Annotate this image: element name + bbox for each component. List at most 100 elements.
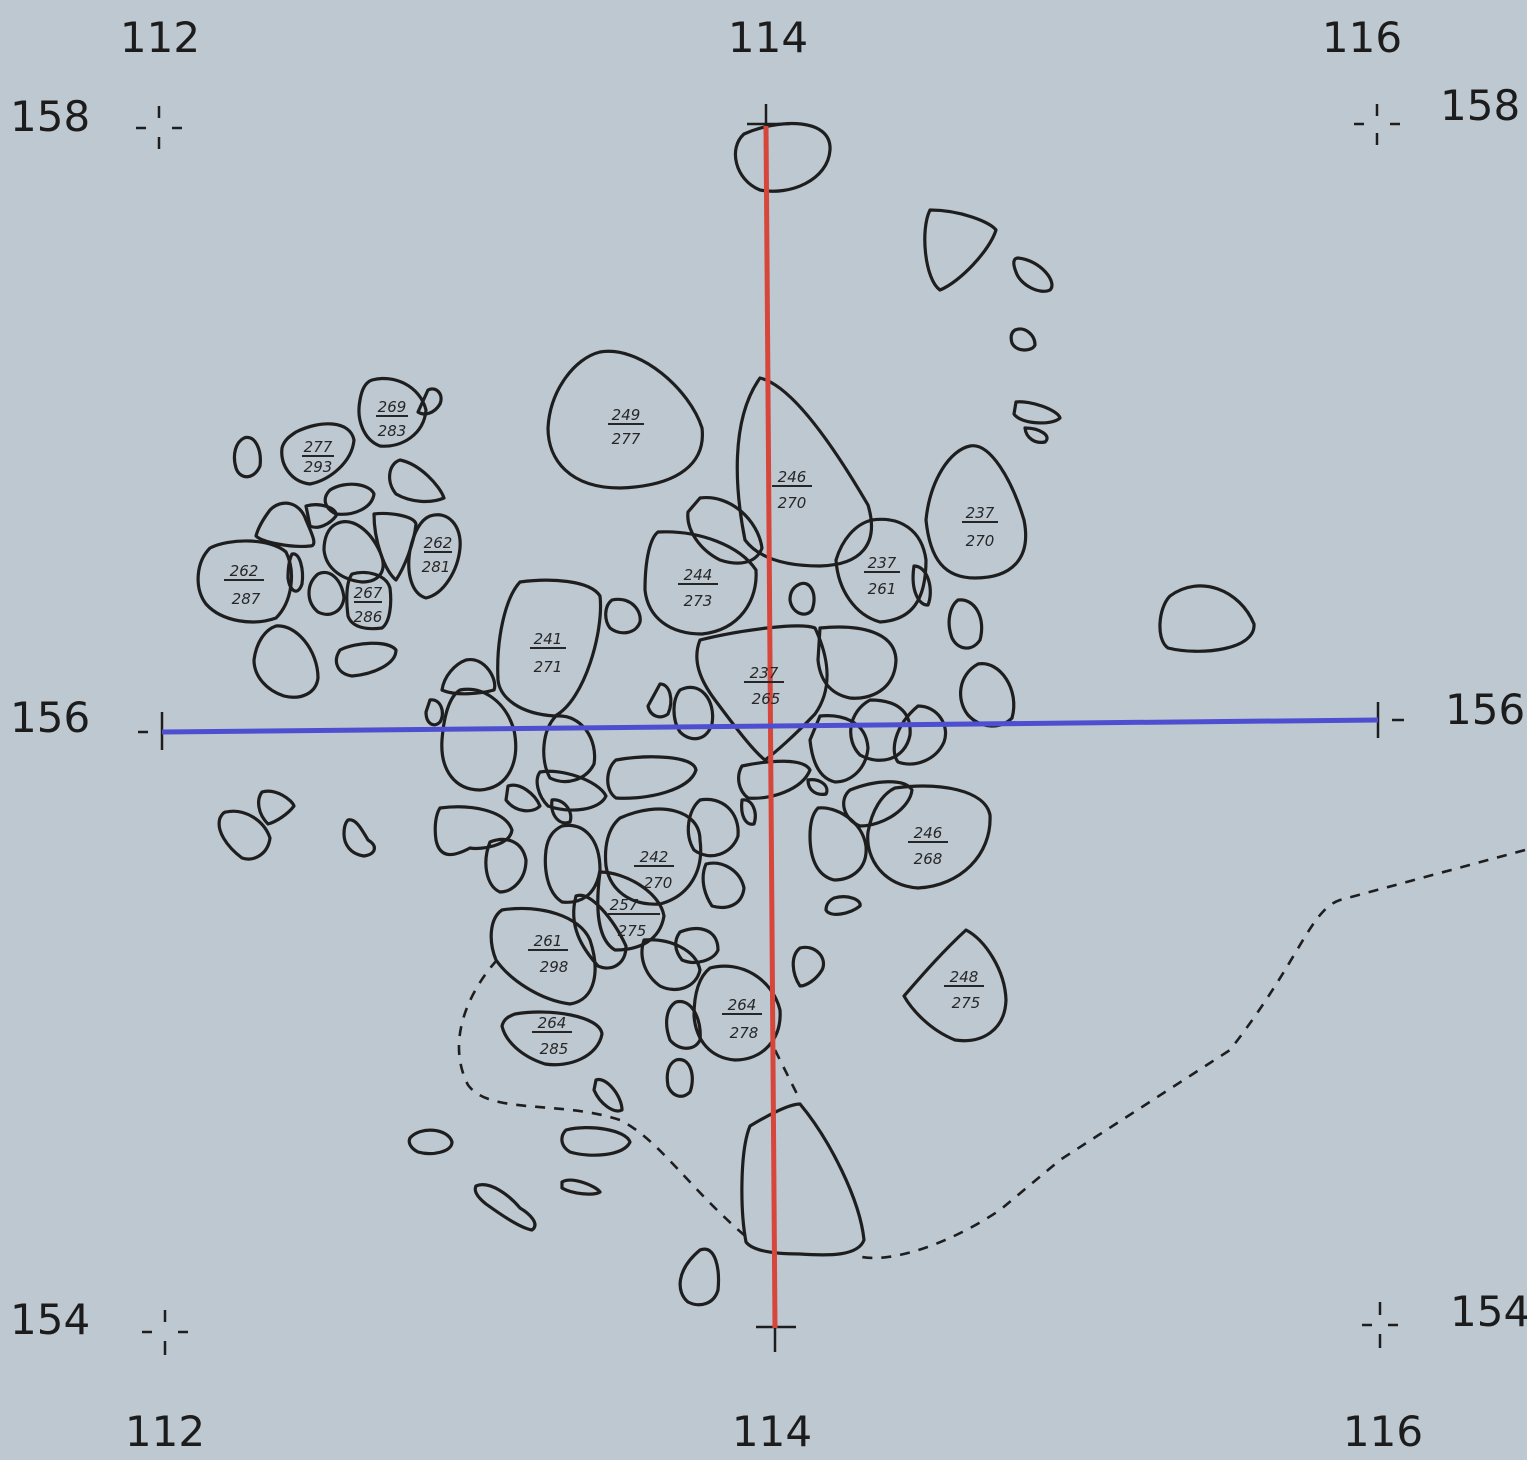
stone: [286, 552, 305, 593]
dashed-feature-outline-join: [773, 1049, 802, 1101]
stone: [560, 1126, 632, 1157]
stone: [824, 895, 862, 916]
stone: [672, 685, 715, 741]
stone-264-278: [692, 964, 782, 1062]
stone-label-bottom: 270: [778, 494, 807, 512]
stone: [232, 435, 262, 479]
stone: [572, 893, 628, 970]
stone-label-top: 264: [728, 996, 757, 1014]
stone-label-top: 237: [966, 504, 995, 522]
stone: [740, 1102, 866, 1257]
grid-cross-112-158: [136, 106, 182, 149]
stones: [196, 121, 1256, 1307]
stone: [678, 1247, 721, 1307]
stone-267: [345, 570, 393, 631]
grid-cross-112-154: [142, 1310, 188, 1355]
stone-label-bottom: 283: [378, 422, 407, 440]
stone: [701, 861, 746, 910]
stone-label-bottom: 285: [540, 1040, 569, 1058]
stone-label-top: 246: [778, 468, 807, 486]
stone-248: [902, 928, 1008, 1043]
stone-label-bottom: 275: [618, 922, 647, 940]
stone-label-top: 262: [230, 562, 259, 580]
left-y-label-154: 154: [10, 1295, 90, 1344]
stone: [550, 798, 573, 825]
stone-label-top: 248: [950, 968, 979, 986]
stone: [592, 1077, 624, 1113]
grid-cross-116-156: [1376, 702, 1404, 738]
stone-277: [280, 422, 356, 486]
top-x-label-114: 114: [728, 13, 808, 62]
stone-237-270: [924, 444, 1028, 580]
stone-label-top: 264: [538, 1014, 567, 1032]
stone-label-bottom: 278: [730, 1024, 759, 1042]
grid-cross-116-154: [1362, 1302, 1398, 1348]
stone: [686, 496, 764, 565]
stone-label-bottom: 281: [422, 558, 451, 576]
stone: [849, 698, 912, 762]
stone-label-bottom: 293: [304, 458, 333, 476]
stone: [842, 780, 914, 828]
stone: [322, 520, 385, 584]
stone-244: [643, 530, 758, 636]
stone-label-264-278: 264 278: [722, 996, 762, 1042]
stone: [334, 641, 398, 678]
stone: [665, 1057, 694, 1098]
dashed-feature-outline-west: [457, 959, 751, 1241]
stone: [388, 458, 446, 504]
stone: [892, 704, 948, 766]
stone-237-265: [695, 624, 829, 762]
stone-264-285: [500, 1010, 604, 1067]
stone-label-bottom: 273: [684, 592, 713, 610]
stone-label-top: 241: [534, 630, 563, 648]
stone-label-top: 267: [354, 584, 383, 602]
stone: [1012, 256, 1054, 293]
grid-cross-112-156: [138, 712, 164, 750]
stone-label-bottom: 261: [868, 580, 897, 598]
right-y-label-156: 156: [1445, 685, 1525, 734]
stone-label-bottom: 265: [752, 690, 781, 708]
top-x-label-116: 116: [1322, 13, 1402, 62]
stone: [440, 687, 518, 792]
stone: [440, 658, 497, 696]
stone-label-top: 237: [868, 554, 897, 572]
stone: [808, 806, 868, 882]
stone: [254, 501, 316, 548]
stone-242: [603, 807, 703, 906]
stone: [535, 769, 608, 812]
stone-269: [357, 377, 428, 448]
stone-246-268: [866, 784, 992, 890]
left-y-label-156: 156: [10, 693, 90, 742]
stone: [646, 682, 673, 719]
stone: [504, 783, 542, 813]
stone-label-262-287: 262 287: [224, 562, 264, 608]
stone: [307, 570, 346, 616]
bottom-x-label-114: 114: [732, 1407, 812, 1456]
stone: [407, 1128, 454, 1156]
stone: [806, 778, 829, 796]
stone: [1023, 426, 1049, 444]
stone-label-bottom: 271: [534, 658, 563, 676]
stone-257: [596, 870, 666, 952]
stone: [788, 581, 816, 616]
stone: [791, 945, 825, 988]
right-y-label-158: 158: [1440, 81, 1520, 130]
stone: [342, 818, 376, 858]
stone: [740, 798, 757, 826]
stone-label-bottom: 270: [966, 532, 995, 550]
stone: [808, 714, 870, 784]
stone: [665, 1000, 702, 1050]
stone: [947, 598, 984, 650]
stone: [604, 597, 642, 635]
stone: [433, 805, 514, 857]
stone-246: [735, 376, 874, 568]
